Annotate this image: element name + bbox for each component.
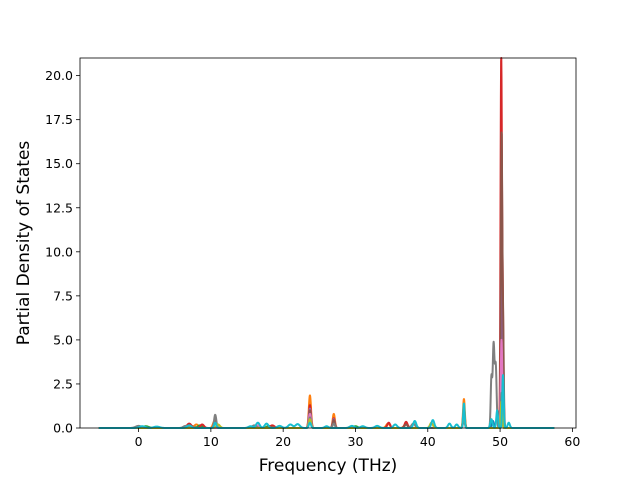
x-tick-label: 40 — [420, 434, 436, 449]
x-tick-label: 60 — [564, 434, 580, 449]
y-tick-label: 5.0 — [53, 332, 73, 347]
y-axis: 0.0 2.5 5.0 7.5 10.0 12.5 15.0 17.5 20.0 — [45, 68, 80, 436]
x-axis: 0 10 20 30 40 50 60 — [135, 428, 580, 449]
x-tick-label: 50 — [492, 434, 508, 449]
y-tick-label: 20.0 — [45, 68, 73, 83]
x-axis-label: Frequency (THz) — [259, 456, 398, 476]
y-tick-label: 2.5 — [53, 376, 73, 391]
x-tick-label: 10 — [203, 434, 219, 449]
x-tick-label: 30 — [348, 434, 364, 449]
series-line-7 — [98, 338, 556, 429]
series-line-4 — [98, 57, 556, 429]
y-axis-label: Partial Density of States — [14, 141, 34, 346]
y-tick-label: 12.5 — [45, 200, 73, 215]
y-tick-label: 7.5 — [53, 288, 73, 303]
series-line-3 — [98, 391, 556, 429]
series-line-5 — [98, 215, 556, 429]
y-tick-label: 10.0 — [45, 244, 73, 259]
series-line-10 — [98, 374, 556, 429]
series-layer — [98, 57, 556, 429]
y-tick-label: 15.0 — [45, 156, 73, 171]
series-line-1 — [98, 406, 556, 429]
x-tick-label: 20 — [275, 434, 291, 449]
y-tick-label: 0.0 — [53, 421, 73, 436]
y-tick-label: 17.5 — [45, 112, 73, 127]
series-line-2 — [98, 374, 556, 429]
plot-frame — [79, 57, 577, 429]
series-line-8 — [98, 340, 556, 429]
x-tick-label: 0 — [135, 434, 143, 449]
series-line-9 — [98, 400, 556, 429]
series-line-6 — [98, 131, 556, 429]
